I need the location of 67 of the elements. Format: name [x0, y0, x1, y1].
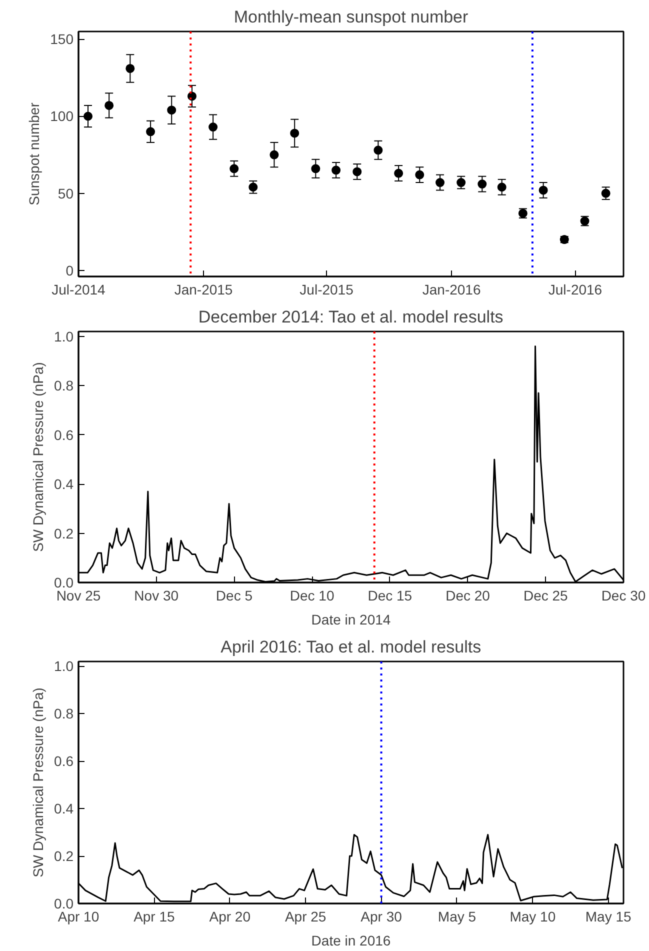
- y-tick-label: 0.8: [54, 378, 74, 394]
- y-tick-label: 0.0: [54, 896, 74, 912]
- point: [374, 146, 383, 155]
- point: [394, 168, 404, 178]
- x-tick-label: Apr 15: [134, 908, 176, 924]
- chart-title: April 2016: Tao et al. model results: [220, 638, 482, 656]
- point: [497, 182, 506, 192]
- x-tick-label: Nov 25: [56, 588, 101, 604]
- x-axis-title: Date in 2014: [311, 612, 391, 628]
- chart-title: December 2014: Tao et al. model results: [198, 308, 504, 326]
- x-tick-label: Nov 30: [134, 588, 179, 604]
- y-tick-label: 150: [50, 31, 74, 48]
- point: [230, 164, 239, 174]
- point: [104, 100, 114, 110]
- x-tick-label: Dec 15: [368, 588, 412, 604]
- x-tick-label: Dec 10: [290, 588, 334, 604]
- x-tick-label: Apr 30: [360, 908, 402, 924]
- point: [456, 178, 466, 187]
- x-tick-label: Dec 5: [216, 588, 253, 604]
- y-tick-label: 50: [58, 185, 74, 202]
- point: [84, 112, 93, 121]
- y-tick-label: 0.6: [54, 753, 74, 770]
- x-tick-label: Jul-2015: [300, 282, 354, 298]
- point: [126, 64, 135, 73]
- point: [436, 178, 445, 187]
- point: [478, 180, 487, 189]
- point: [415, 170, 424, 180]
- y-tick-label: 0.6: [54, 426, 74, 443]
- y-tick-label: 0.8: [54, 706, 74, 722]
- x-tick-label: Dec 25: [523, 588, 568, 604]
- y-tick-label: 0.2: [54, 525, 74, 542]
- y-axis-title: SW Dynamical Pressure (nPa): [30, 688, 46, 878]
- y-tick-label: 100: [50, 108, 74, 124]
- x-tick-label: Dec 30: [601, 588, 646, 604]
- point: [290, 128, 300, 138]
- y-tick-label: 0.4: [54, 476, 74, 492]
- x-tick-label: Dec 20: [446, 588, 490, 604]
- x-tick-label: Jul-2016: [548, 282, 602, 298]
- point: [208, 122, 218, 132]
- y-tick-label: 1.0: [54, 328, 74, 344]
- y-tick-label: 0.2: [54, 848, 74, 864]
- point: [248, 182, 258, 192]
- y-axis-title: Sunspot number: [26, 102, 42, 206]
- chart-title: Monthly-mean sunspot number: [234, 8, 469, 26]
- x-tick-label: May 10: [510, 908, 556, 924]
- x-tick-label: May 15: [585, 908, 632, 924]
- y-tick-label: 0: [66, 262, 74, 278]
- point: [332, 166, 341, 175]
- x-tick-label: Apr 20: [209, 908, 251, 924]
- y-axis-title: SW Dynamical Pressure (nPa): [30, 362, 46, 552]
- x-tick-label: Jan-2015: [174, 282, 233, 298]
- y-tick-label: 0.0: [54, 574, 74, 590]
- x-tick-label: Apr 25: [284, 908, 326, 924]
- point: [352, 167, 362, 176]
- point: [146, 127, 156, 136]
- point: [167, 106, 176, 115]
- point: [538, 186, 548, 195]
- x-tick-label: Jul-2014: [52, 282, 106, 298]
- y-tick-label: 0.4: [54, 800, 74, 817]
- y-tick-label: 1.0: [54, 658, 74, 674]
- point: [270, 150, 279, 160]
- x-tick-label: Jan-2016: [422, 282, 481, 298]
- point: [311, 164, 320, 174]
- x-axis-title: Date in 2016: [311, 932, 391, 948]
- x-tick-label: Apr 10: [58, 908, 100, 924]
- point: [601, 188, 610, 198]
- x-tick-label: May 5: [438, 908, 476, 924]
